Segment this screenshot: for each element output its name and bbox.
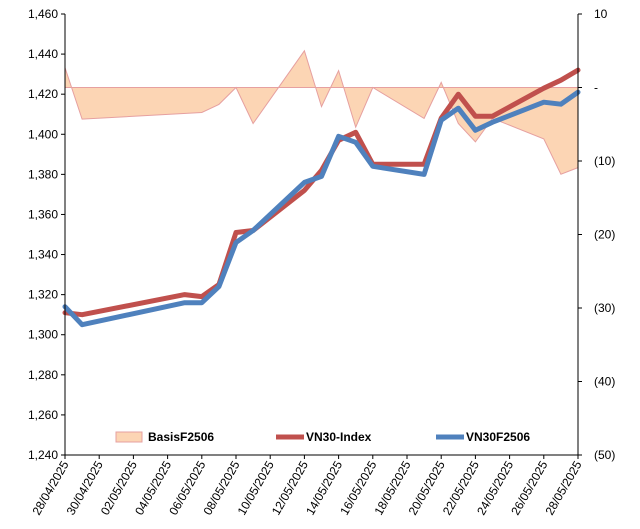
legend-label-vn30f2506: VN30F2506 (466, 430, 530, 444)
y-left-tick-label: 1,320 (28, 288, 58, 302)
y-right-tick-label: (30) (594, 301, 615, 315)
y-right-tick-label: (20) (594, 228, 615, 242)
y-left-tick-label: 1,280 (28, 368, 58, 382)
y-left-tick-label: 1,420 (28, 87, 58, 101)
y-left-tick-label: 1,380 (28, 167, 58, 181)
legend-label-vn30-index: VN30-Index (306, 430, 372, 444)
legend-label-basis: BasisF2506 (148, 430, 214, 444)
y-left-tick-label: 1,340 (28, 248, 58, 262)
y-left-tick-label: 1,240 (28, 448, 58, 462)
y-left-tick-label: 1,460 (28, 7, 58, 21)
plot-area (62, 49, 581, 328)
y-right-tick-label: (50) (594, 448, 615, 462)
legend: BasisF2506 VN30-Index VN30F2506 (115, 430, 530, 444)
y-left-tick-label: 1,260 (28, 408, 58, 422)
vn30f2506-line (62, 89, 581, 328)
y-left-tick-label: 1,440 (28, 47, 58, 61)
y-right-tick-label: - (594, 81, 598, 95)
y-right-tick-label: (40) (594, 375, 615, 389)
vn30-index-line (62, 67, 581, 318)
y-right-tick-label: (10) (594, 154, 615, 168)
legend-swatch-basis (115, 431, 143, 443)
y-right-tick-label: 10 (594, 7, 608, 21)
y-left-tick-label: 1,400 (28, 127, 58, 141)
y-left-tick-label: 1,300 (28, 328, 58, 342)
y-left-tick-label: 1,360 (28, 207, 58, 221)
